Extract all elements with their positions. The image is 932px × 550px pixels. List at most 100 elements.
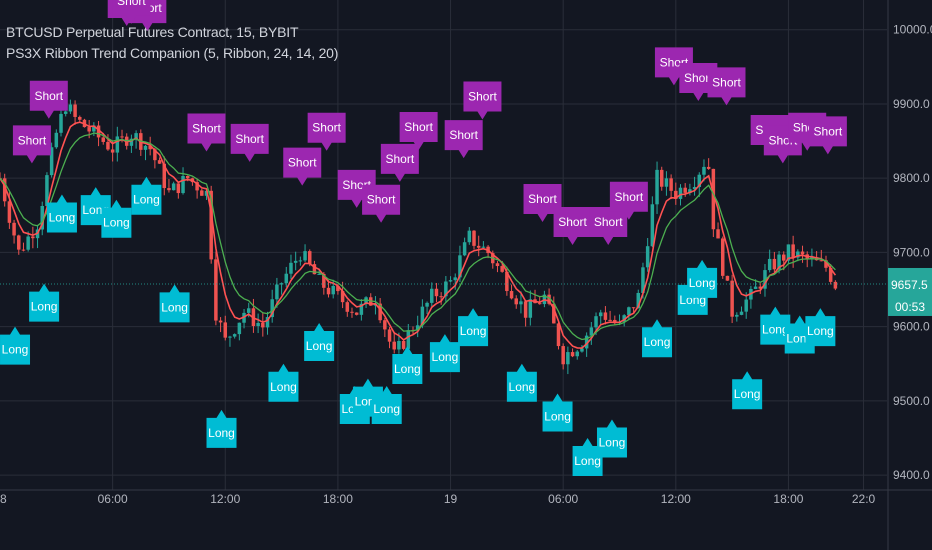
signal-flag-shape <box>307 112 346 151</box>
candle-body <box>697 174 702 188</box>
candle-body <box>594 316 598 328</box>
signal-flag-label: Short <box>712 75 741 89</box>
countdown-label: 00:53 <box>895 300 925 314</box>
short-signal-flag: Short <box>112 0 151 24</box>
time-tick-label: 22:0 <box>852 492 876 506</box>
signal-flag-label: Short <box>404 120 433 134</box>
time-edge-label: 8 <box>0 492 7 506</box>
signal-flag-label: Long <box>49 211 76 225</box>
long-signal-flag: Long <box>29 283 60 322</box>
candle-body <box>383 320 387 330</box>
long-signal-flag: Long <box>304 322 335 361</box>
long-signal-flag: Long <box>506 363 537 402</box>
long-signal-flag: Long <box>760 306 791 345</box>
long-signal-flag: Long <box>642 319 673 358</box>
candle-body <box>228 336 232 338</box>
signal-flag-label: Short <box>117 0 146 8</box>
signal-flag-label: Long <box>133 193 160 207</box>
candle-body <box>528 299 533 318</box>
candle-body <box>195 182 199 191</box>
candle-body <box>674 190 678 199</box>
candle-body <box>214 259 218 321</box>
candle-body <box>828 267 833 282</box>
indicator-legend[interactable]: PS3X Ribbon Trend Companion (5, Ribbon, … <box>6 45 339 61</box>
candle-body <box>331 285 335 295</box>
candle-body <box>293 260 298 263</box>
signal-flag-shape <box>29 80 68 119</box>
candle-body <box>96 125 101 138</box>
candle-body <box>505 271 509 292</box>
candle-body <box>378 303 382 321</box>
candle-body <box>68 104 73 112</box>
long-signal-flag: Long <box>572 438 603 477</box>
candle-body <box>73 104 77 117</box>
candle-body <box>453 277 457 281</box>
candle-body <box>256 322 260 327</box>
signal-flag-shape <box>159 284 190 323</box>
signal-flag-shape <box>0 326 31 365</box>
candle-body <box>153 149 157 161</box>
candle-body <box>810 257 814 259</box>
candle-body <box>275 284 279 300</box>
long-signal-flag: Long <box>131 176 162 215</box>
signal-flag-shape <box>463 81 502 120</box>
candle-body <box>401 340 406 349</box>
time-tick-label: 06:00 <box>548 492 578 506</box>
candle-body <box>350 311 354 313</box>
candle-body <box>78 116 82 120</box>
candle-body <box>204 190 209 196</box>
signal-flag-shape <box>444 120 483 159</box>
candle-body <box>143 145 148 150</box>
long-signal-flag: Long <box>732 371 763 410</box>
candle-body <box>664 178 669 187</box>
price-tick-label: 10000.0 <box>893 23 932 37</box>
candle-body <box>613 319 617 324</box>
ribbon-slow-line <box>0 132 836 341</box>
candle-body <box>782 254 786 261</box>
signal-flag-label: Short <box>449 128 478 142</box>
time-tick-label: 12:00 <box>210 492 240 506</box>
grid-lines <box>0 0 887 490</box>
short-signal-flag: Short <box>29 80 68 119</box>
candle-body <box>200 190 204 196</box>
time-tick-label: 19 <box>444 492 458 506</box>
signal-flag-label: Long <box>509 380 536 394</box>
ribbon-lines <box>0 121 887 349</box>
candle-body <box>739 311 744 315</box>
signal-flag-label: Long <box>31 300 58 314</box>
signal-flag-shape <box>29 283 60 322</box>
candle-body <box>758 286 763 289</box>
candle-body <box>406 330 411 349</box>
signal-flag-shape <box>268 363 299 402</box>
long-signal-flag: Long <box>687 259 718 298</box>
candle-body <box>580 348 584 352</box>
signal-flag-label: Long <box>2 343 29 357</box>
candle-body <box>12 222 16 236</box>
candle-body <box>26 236 30 250</box>
candle-body <box>641 267 645 293</box>
price-tick-label: 9900.0 <box>893 97 930 111</box>
short-signal-flag: Short <box>609 181 648 220</box>
candle-body <box>7 201 12 223</box>
signal-flag-label: Long <box>460 324 487 338</box>
candle-body <box>753 286 758 289</box>
candle-body <box>509 291 514 299</box>
short-signal-flag: Short <box>553 207 592 245</box>
price-tick-label: 9800.0 <box>893 171 930 185</box>
candle-body <box>622 315 626 322</box>
signal-flag-shape <box>732 371 763 410</box>
price-tick-label: 9500.0 <box>893 394 930 408</box>
signal-flag-shape <box>553 207 592 245</box>
signal-flag-label: Long <box>644 335 671 349</box>
candle-body <box>322 273 326 288</box>
signal-flag-label: Short <box>814 124 843 138</box>
short-signal-flag: Short <box>307 112 346 151</box>
candle-body <box>21 249 26 251</box>
short-signal-flag: Short <box>187 113 226 152</box>
short-signal-flag: Short <box>589 207 628 245</box>
candle-body <box>289 262 293 274</box>
candle-body <box>303 251 307 261</box>
symbol-title[interactable]: BTCUSD Perpetual Futures Contract, 15, B… <box>6 24 299 40</box>
